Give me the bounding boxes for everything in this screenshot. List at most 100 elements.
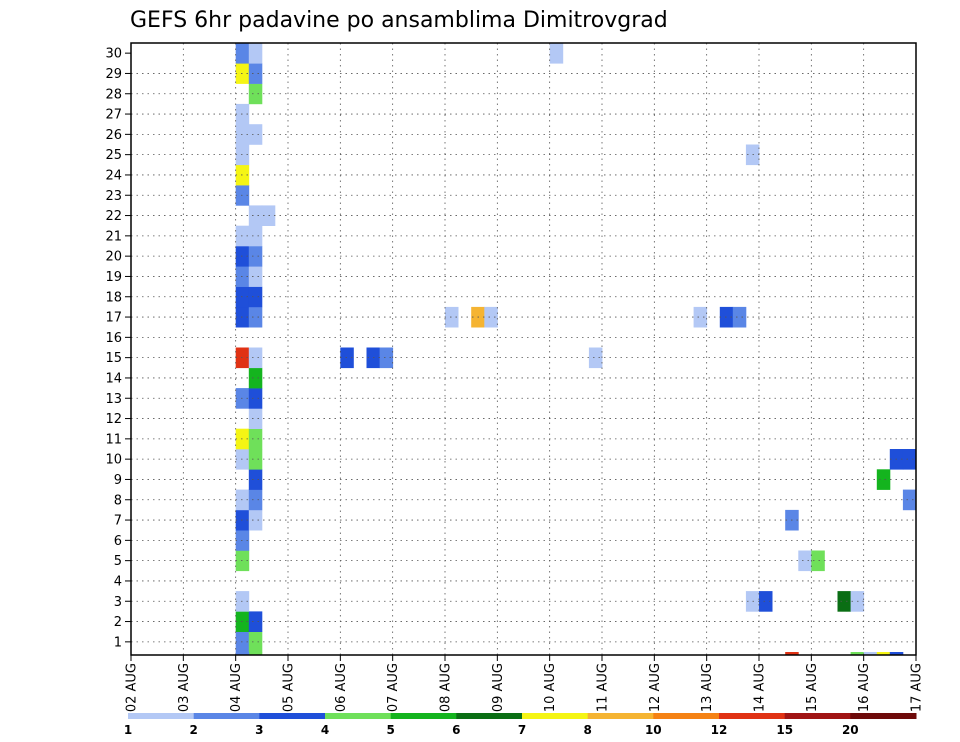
y-tick-label: 19 bbox=[105, 270, 122, 285]
x-tick-label: 07 AUG bbox=[386, 663, 401, 712]
y-tick-label: 13 bbox=[105, 392, 122, 407]
heatmap-cell bbox=[850, 652, 865, 656]
y-tick-label: 28 bbox=[105, 87, 122, 102]
y-tick-label: 6 bbox=[114, 534, 122, 549]
heatmap-cell bbox=[248, 631, 263, 653]
y-tick-label: 2 bbox=[114, 615, 122, 630]
legend-swatch bbox=[128, 713, 195, 719]
x-tick-label: 16 AUG bbox=[857, 663, 872, 712]
x-axis: 02 AUG 03 AUG 04 AUG 05 AUG 06 AUG 07 AUG 08 A… bbox=[125, 655, 925, 712]
x-tick-label: 10 AUG bbox=[543, 663, 558, 712]
color-legend: 1 2 3 4 5 6 7 8 10 12 15 20 bbox=[124, 713, 917, 737]
y-tick-label: 4 bbox=[114, 574, 122, 589]
legend-label: 5 bbox=[387, 723, 395, 737]
heatmap-cell bbox=[248, 449, 263, 470]
legend-swatch bbox=[850, 713, 917, 719]
heatmap-cell bbox=[759, 591, 773, 612]
heatmap-cell bbox=[248, 205, 263, 226]
y-tick-label: 30 bbox=[105, 47, 122, 62]
heatmap-cell bbox=[484, 306, 498, 328]
legend-label: 6 bbox=[452, 723, 460, 737]
heatmap-cell bbox=[248, 347, 263, 369]
heatmap-cell bbox=[248, 469, 263, 490]
heatmap-cell bbox=[248, 408, 263, 429]
heatmap-cell bbox=[837, 591, 851, 612]
y-tick-label: 7 bbox=[114, 514, 122, 529]
heatmap-cell bbox=[785, 652, 799, 656]
legend-swatch bbox=[719, 713, 786, 719]
legend-swatch bbox=[456, 713, 523, 719]
heatmap-cell bbox=[889, 652, 904, 656]
heatmap-cell bbox=[693, 306, 708, 328]
legend-label: 4 bbox=[321, 723, 329, 737]
legend-swatch bbox=[390, 713, 457, 719]
y-tick-label: 25 bbox=[105, 148, 122, 163]
y-tick-label: 3 bbox=[114, 595, 122, 610]
y-tick-label: 22 bbox=[105, 209, 122, 224]
y-tick-label: 5 bbox=[114, 554, 122, 569]
legend-swatch bbox=[653, 713, 720, 719]
y-tick-label: 8 bbox=[114, 493, 122, 508]
heatmap-cell bbox=[732, 306, 747, 328]
x-tick-label: 17 AUG bbox=[910, 663, 925, 712]
legend-swatch bbox=[784, 713, 851, 719]
x-tick-label: 13 AUG bbox=[700, 663, 715, 712]
y-tick-label: 21 bbox=[105, 229, 122, 244]
heatmap-cell bbox=[248, 63, 263, 84]
x-tick-label: 11 AUG bbox=[596, 663, 611, 712]
y-tick-label: 14 bbox=[105, 371, 122, 386]
heatmap-cell bbox=[248, 266, 263, 287]
y-axis: 1234567891011121314151617181920212223242… bbox=[105, 47, 131, 650]
plot-frame bbox=[130, 42, 917, 656]
heatmap-cell bbox=[235, 43, 250, 64]
legend-swatch bbox=[522, 713, 589, 719]
x-tick-label: 12 AUG bbox=[648, 663, 663, 712]
x-tick-label: 08 AUG bbox=[439, 663, 454, 712]
heatmap-cell bbox=[248, 83, 263, 105]
heatmap-cell bbox=[876, 469, 891, 490]
legend-label: 1 bbox=[124, 723, 132, 737]
y-tick-label: 24 bbox=[105, 168, 122, 183]
heatmap-cell bbox=[248, 225, 263, 247]
legend-label: 3 bbox=[255, 723, 263, 737]
legend-swatch bbox=[259, 713, 326, 719]
legend-label: 10 bbox=[645, 723, 662, 737]
legend-label: 7 bbox=[518, 723, 526, 737]
legend-swatch bbox=[193, 713, 260, 719]
y-tick-label: 10 bbox=[105, 453, 122, 468]
y-tick-label: 18 bbox=[105, 290, 122, 305]
heatmap-cell bbox=[248, 367, 263, 389]
heatmap-cell bbox=[248, 652, 263, 656]
heatmap-cell bbox=[248, 43, 263, 64]
y-tick-label: 16 bbox=[105, 331, 122, 346]
legend-swatch bbox=[587, 713, 654, 719]
legend-label: 8 bbox=[584, 723, 592, 737]
heatmap-cell bbox=[248, 509, 263, 531]
legend-label: 12 bbox=[711, 723, 728, 737]
y-tick-label: 20 bbox=[105, 250, 122, 265]
heatmap-cell bbox=[248, 286, 263, 308]
x-tick-label: 09 AUG bbox=[491, 663, 506, 712]
y-tick-label: 9 bbox=[114, 473, 122, 488]
heatmap-cell bbox=[588, 347, 603, 369]
heatmap-cell bbox=[902, 489, 917, 511]
heatmap-cell bbox=[248, 388, 263, 409]
heatmap-cell bbox=[549, 43, 564, 64]
heatmap-cell bbox=[876, 652, 891, 656]
legend-label: 15 bbox=[776, 723, 793, 737]
y-tick-label: 27 bbox=[105, 108, 122, 123]
heatmap-cell bbox=[248, 306, 263, 328]
heatmap-cell bbox=[248, 246, 263, 267]
chart-title: GEFS 6hr padavine po ansamblima Dimitrov… bbox=[130, 8, 668, 33]
heatmap-cell bbox=[248, 428, 263, 450]
y-tick-label: 12 bbox=[105, 412, 122, 427]
heatmap-cell bbox=[811, 550, 825, 572]
heatmap-cell bbox=[379, 347, 394, 369]
heatmap-cells bbox=[235, 43, 917, 656]
x-tick-label: 05 AUG bbox=[282, 663, 297, 712]
x-tick-label: 04 AUG bbox=[229, 663, 244, 712]
heatmap-cell bbox=[719, 306, 734, 328]
x-tick-label: 02 AUG bbox=[125, 663, 140, 712]
x-tick-label: 03 AUG bbox=[177, 663, 192, 712]
heatmap-cell bbox=[445, 306, 459, 328]
